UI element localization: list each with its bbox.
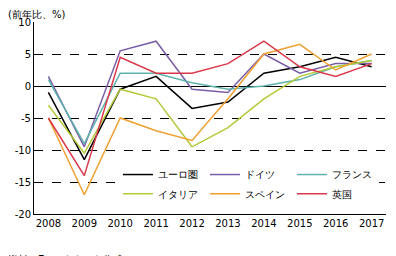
svg-text:2013: 2013 — [215, 218, 240, 229]
svg-text:スペイン: スペイン — [245, 189, 285, 200]
svg-text:ドイツ: ドイツ — [245, 169, 275, 180]
svg-text:英国: 英国 — [332, 189, 352, 200]
svg-text:(前年比、%): (前年比、%) — [8, 9, 65, 20]
svg-text:-20: -20 — [15, 209, 31, 220]
svg-text:フランス: フランス — [332, 169, 372, 180]
svg-text:2010: 2010 — [107, 218, 132, 229]
svg-text:2009: 2009 — [72, 218, 97, 229]
svg-text:2014: 2014 — [251, 218, 276, 229]
svg-text:5: 5 — [25, 49, 31, 60]
svg-text:2008: 2008 — [36, 218, 61, 229]
svg-text:2017: 2017 — [359, 218, 384, 229]
svg-text:2012: 2012 — [179, 218, 204, 229]
svg-text:10: 10 — [18, 17, 31, 28]
svg-text:-10: -10 — [15, 145, 31, 156]
svg-text:-15: -15 — [15, 177, 31, 188]
svg-text:-5: -5 — [21, 113, 31, 124]
svg-text:2016: 2016 — [323, 218, 348, 229]
svg-text:ユーロ圏: ユーロ圏 — [158, 169, 198, 180]
svg-text:2011: 2011 — [143, 218, 168, 229]
svg-text:0: 0 — [25, 81, 31, 92]
svg-text:2015: 2015 — [287, 218, 312, 229]
svg-text:資料：Eurostat から作成。: 資料：Eurostat から作成。 — [8, 254, 133, 256]
svg-text:イタリア: イタリア — [158, 189, 198, 200]
